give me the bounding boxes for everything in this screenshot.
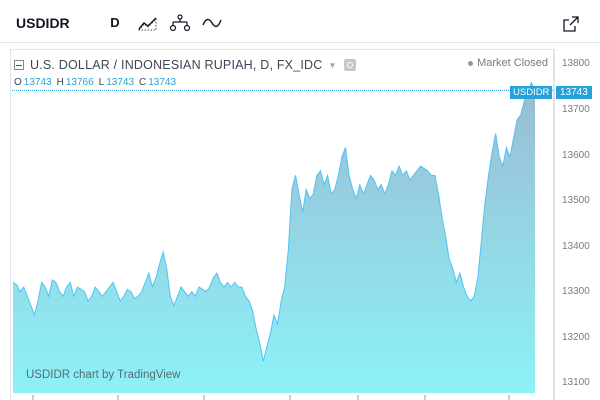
price-area: [13, 82, 535, 393]
price-label: 13400: [562, 241, 590, 252]
ohlc-close: C 13743: [139, 77, 177, 88]
price-line: [12, 81, 536, 362]
status-dot-icon: [468, 60, 474, 66]
symbol-price-tag: USDIDR: [510, 86, 553, 99]
symbol-search-button[interactable]: USDIDR: [16, 15, 70, 31]
legend: U.S. DOLLAR / INDONESIAN RUPIAH, D, FX_I…: [14, 55, 357, 75]
ohlc-low: L 13743: [98, 77, 135, 88]
time-axis-ticks: [32, 395, 510, 400]
caret-down-icon[interactable]: ▼: [328, 60, 337, 70]
compare-button[interactable]: [197, 11, 227, 35]
price-label: 13300: [562, 286, 590, 297]
settings-icon[interactable]: [344, 59, 357, 71]
price-label: 13200: [562, 332, 590, 343]
legend-title[interactable]: U.S. DOLLAR / INDONESIAN RUPIAH, D, FX_I…: [30, 58, 323, 72]
indicators-icon: [169, 14, 191, 32]
external-link-icon: [563, 16, 579, 32]
bar-style-icon: [138, 17, 157, 31]
open-fullscreen-button[interactable]: [560, 14, 582, 34]
tradingview-watermark[interactable]: USDIDR chart by TradingView: [26, 369, 181, 381]
ohlc-values: O 13743 H 13766 L 13743 C 13743: [14, 77, 181, 88]
price-label: 13100: [562, 377, 590, 388]
market-status-label: Market Closed: [477, 57, 548, 69]
chart-container[interactable]: U.S. DOLLAR / INDONESIAN RUPIAH, D, FX_I…: [0, 43, 600, 400]
toolbar-divider: [0, 42, 600, 43]
bar-style-button[interactable]: [133, 11, 163, 35]
last-price-tag: 13743: [556, 86, 592, 99]
toolbar: USDIDR D: [0, 0, 600, 42]
ohlc-open: O 13743: [14, 77, 52, 88]
collapse-legend-icon[interactable]: [14, 60, 24, 70]
market-status: Market Closed: [468, 57, 548, 69]
indicators-button[interactable]: [165, 11, 195, 35]
chart-pane: [10, 49, 554, 400]
price-label: 13500: [562, 195, 590, 206]
price-label: 13700: [562, 104, 590, 115]
price-label: 13600: [562, 150, 590, 161]
interval-button[interactable]: D: [110, 15, 120, 30]
price-axis-divider: [554, 49, 555, 400]
price-label: 13800: [562, 58, 590, 69]
price-chart[interactable]: [0, 43, 600, 400]
compare-icon: [202, 18, 222, 28]
ohlc-high: H 13766: [56, 77, 94, 88]
